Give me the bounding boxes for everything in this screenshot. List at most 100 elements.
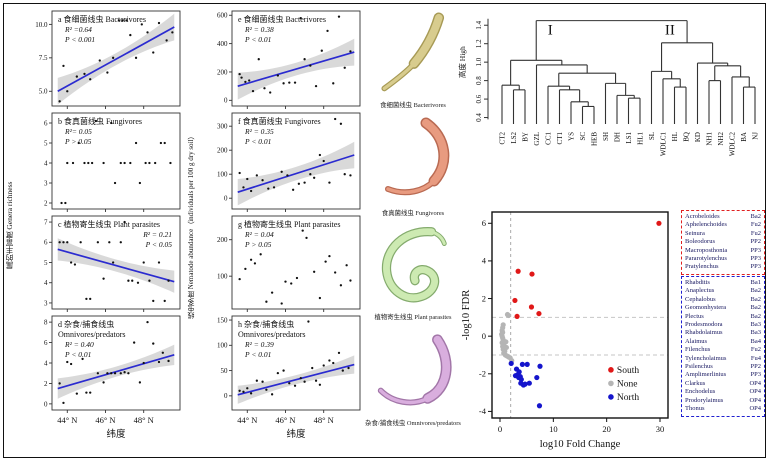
taxa-genus: Alaimus: [685, 337, 708, 345]
taxa-code: Ba1: [750, 279, 761, 286]
taxa-code: OP4: [749, 396, 761, 404]
taxa-code: OP4: [749, 379, 761, 387]
svg-text:300: 300: [217, 123, 228, 131]
svg-text:20: 20: [602, 424, 611, 434]
svg-text:44° N: 44° N: [237, 415, 257, 425]
taxa-row: Rhabdolaimus Ba3: [685, 329, 761, 337]
south-taxa-legend-box: Acrobeloides Ba2 Aphelenchoides Fu2 Seinura F…: [681, 210, 765, 275]
svg-text:CT1: CT1: [556, 132, 564, 145]
taxa-row: Prodesmodora Ba3: [685, 321, 761, 329]
svg-text:P > 0.05: P > 0.05: [244, 240, 272, 249]
svg-text:DH: DH: [614, 132, 622, 142]
svg-text:LS2: LS2: [510, 132, 518, 144]
taxa-code: Ba3: [750, 329, 761, 337]
svg-text:7.5: 7.5: [39, 54, 48, 62]
taxa-code: Ba2: [750, 213, 761, 220]
svg-text:100: 100: [217, 273, 228, 281]
svg-text:BA: BA: [740, 132, 748, 142]
svg-text:R² =0.64: R² =0.64: [64, 25, 92, 34]
plant-parasite-nematode-icon: [381, 227, 447, 303]
svg-text:2: 2: [44, 199, 48, 207]
svg-text:h 杂食/捕食线虫: h 杂食/捕食线虫: [238, 319, 294, 329]
svg-text:P > 0.05: P > 0.05: [64, 137, 92, 146]
taxa-genus: Rhabditis: [685, 279, 710, 286]
svg-text:CC1: CC1: [545, 132, 553, 145]
taxa-row: Pratylenchus PP3: [685, 263, 761, 271]
svg-text:2: 2: [44, 380, 48, 388]
svg-text:I: I: [548, 22, 553, 38]
svg-text:200: 200: [217, 147, 228, 155]
svg-text:5: 5: [44, 139, 48, 147]
taxa-row: Acrobeloides Ba2: [685, 213, 761, 221]
svg-text:P < 0.01: P < 0.01: [64, 350, 91, 359]
taxa-code: Ba2: [750, 287, 761, 295]
svg-text:-4: -4: [479, 406, 487, 416]
taxa-genus: Amplimerlinius: [685, 371, 727, 379]
svg-text:0.8: 0.8: [475, 76, 483, 85]
panel-d-omnivores-richness: 0 2 4 6 8 44° N 46° N 48° N 纬度 d 杂食/捕食线虫Omnivores…: [44, 315, 181, 440]
svg-text:g 植物寄生线虫 Plant parasites: g 植物寄生线虫 Plant parasites: [238, 219, 340, 229]
svg-text:R² = 0.40: R² = 0.40: [64, 340, 94, 349]
taxa-row: Tylencholaimus Fu4: [685, 355, 761, 363]
svg-text:0: 0: [224, 392, 228, 400]
svg-text:4: 4: [44, 279, 48, 287]
taxa-row: Cephalobus Ba2: [685, 296, 761, 304]
svg-text:P < 0.01: P < 0.01: [244, 35, 271, 44]
taxa-row: Prodorylaimus OP4: [685, 397, 761, 405]
taxa-genus: Boleodorus: [685, 238, 715, 246]
svg-text:GZL: GZL: [533, 132, 541, 146]
svg-text:North: North: [617, 393, 639, 403]
svg-text:LS1: LS1: [625, 132, 633, 144]
taxa-code: OP4: [749, 388, 761, 396]
taxa-row: Boleodorus PP2: [685, 238, 761, 246]
taxa-row: Pararotylenchus PP3: [685, 255, 761, 263]
svg-text:5.0: 5.0: [39, 88, 48, 96]
svg-text:SH: SH: [602, 132, 610, 141]
taxa-code: PP3: [750, 246, 761, 254]
svg-text:48° N: 48° N: [314, 415, 334, 425]
svg-text:P < 0.01: P < 0.01: [244, 350, 271, 359]
svg-text:48° N: 48° N: [134, 415, 154, 425]
taxa-genus: Filenchus: [685, 346, 711, 354]
svg-text:NH2: NH2: [717, 132, 725, 146]
svg-text:0: 0: [498, 424, 502, 434]
svg-text:R² = 0.39: R² = 0.39: [244, 340, 274, 349]
taxa-genus: Thonus: [685, 405, 705, 413]
omnivore-caption: 杂食/捕食线虫 Omnivores/predators: [365, 420, 461, 427]
svg-text:1.0: 1.0: [475, 57, 483, 66]
svg-text:YS: YS: [568, 132, 576, 141]
taxa-row: Enchodelus OP4: [685, 388, 761, 396]
taxa-code: PP2: [750, 363, 761, 371]
svg-text:4: 4: [44, 359, 48, 367]
taxa-row: Aphelenchoides Fu2: [685, 221, 761, 229]
taxa-code: OP4: [749, 405, 761, 413]
svg-text:c 植物寄生线虫 Plant parasites: c 植物寄生线虫 Plant parasites: [58, 219, 160, 229]
taxa-genus: Prodesmodora: [685, 321, 723, 329]
taxa-genus: Rhabdolaimus: [685, 329, 723, 337]
taxa-code: Fu2: [750, 346, 761, 354]
taxa-genus: Clarkus: [685, 379, 706, 387]
plant-parasite-caption: 植物寄生线虫 Plant parasites: [374, 314, 452, 321]
left-column-ylabel: 属的丰富度 Genera richness: [5, 181, 14, 269]
taxa-genus: Seinura: [685, 229, 705, 237]
svg-text:30: 30: [656, 424, 665, 434]
taxa-genus: Tylencholaimus: [685, 354, 727, 362]
svg-text:KD: KD: [694, 132, 702, 142]
taxa-genus: Anaplectus: [685, 287, 715, 295]
taxa-genus: Cephalobus: [685, 295, 716, 303]
svg-text:100: 100: [217, 342, 228, 350]
taxa-row: Anaplectus Ba2: [685, 287, 761, 295]
svg-text:0: 0: [44, 400, 48, 408]
taxa-code: PP3: [750, 371, 761, 379]
svg-text:P < 0.001: P < 0.001: [64, 35, 95, 44]
volcano-plot: -4 -2 0 2 4 6 0 10 20 30 log10 Fold Change -log10 F…: [461, 211, 669, 450]
svg-text:400: 400: [217, 40, 228, 48]
panel-h-omnivores-abundance: 0 50 100 150 44° N 46° N 48° N 纬度 h 杂食/捕食线虫Omniv…: [217, 315, 361, 440]
svg-text:b 食真菌线虫 Fungivores: b 食真菌线虫 Fungivores: [58, 116, 142, 126]
taxa-genus: Macroposthonia: [685, 246, 728, 254]
